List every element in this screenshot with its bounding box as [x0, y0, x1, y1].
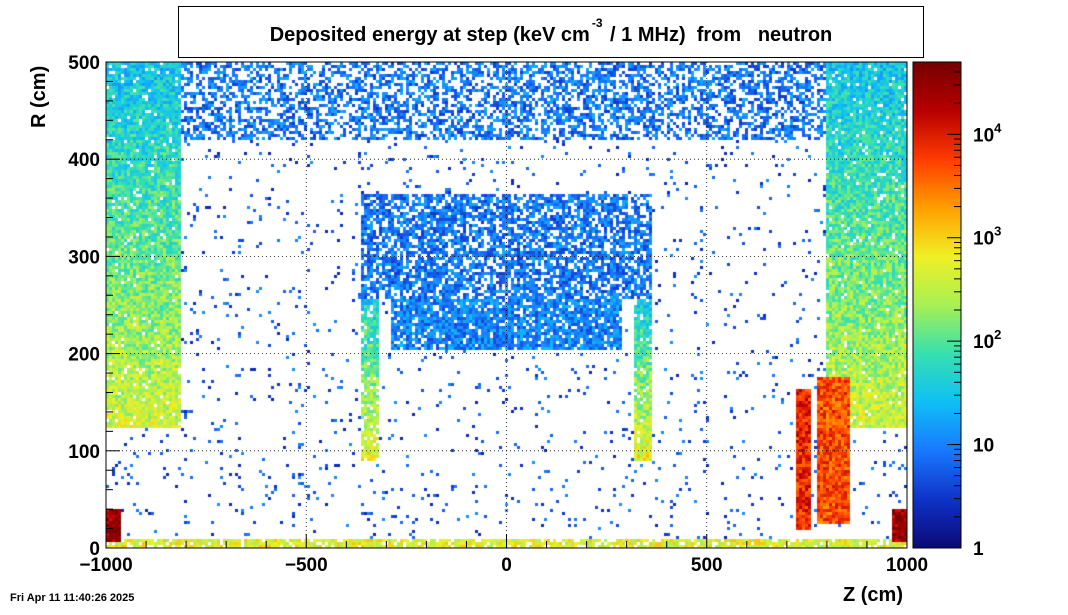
x-tick-label: −500 — [285, 555, 328, 576]
title-main: Deposited energy at step (keV cm — [269, 24, 590, 46]
colorbar-label: 102 — [973, 327, 1001, 353]
grid — [106, 62, 907, 548]
colorbar-label: 10 — [973, 436, 994, 457]
colorbar-ticks — [947, 61, 961, 549]
y-tick-labels: 0 100 200 300 400 500 — [68, 53, 100, 560]
title-superscript: -3 — [591, 16, 603, 30]
y-axis-label: R (cm) — [28, 65, 50, 128]
colorbar-label: 104 — [973, 120, 1002, 146]
y-tick-label: 300 — [68, 247, 100, 268]
colorbar-gradient — [913, 62, 961, 548]
title-box: Deposited energy at step (keV cm-3 / 1 M… — [178, 6, 924, 58]
colorbar-label: 103 — [973, 224, 1001, 250]
chart-title: Deposited energy at step (keV cm-3 / 1 M… — [179, 16, 923, 47]
y-tick-label: 400 — [68, 150, 100, 171]
colorbar-label-exponent: 4 — [994, 120, 1002, 135]
title-rest: / 1 MHz) from neutron — [604, 24, 833, 46]
y-tick-label: 500 — [68, 53, 100, 74]
colorbar-label-exponent: 3 — [994, 224, 1001, 239]
axis-ticks — [105, 61, 908, 549]
y-tick-label: 0 — [89, 539, 100, 560]
colorbar-label: 1 — [973, 539, 984, 560]
x-tick-label: −1000 — [79, 555, 132, 576]
datestamp: Fri Apr 11 11:40:26 2025 — [10, 592, 135, 604]
colorbar-labels: 1 10 102 103 104 — [973, 120, 1002, 560]
y-tick-label: 100 — [68, 442, 100, 463]
colorbar-frame — [912, 61, 962, 549]
colorbar-label-exponent: 2 — [994, 327, 1001, 342]
x-axis-label: Z (cm) — [843, 584, 903, 606]
y-tick-label: 200 — [68, 345, 100, 366]
x-tick-label: 0 — [501, 555, 512, 576]
x-tick-label: 1000 — [886, 555, 928, 576]
x-tick-label: 500 — [691, 555, 723, 576]
x-tick-labels: −1000 −500 0 500 1000 — [79, 555, 928, 576]
